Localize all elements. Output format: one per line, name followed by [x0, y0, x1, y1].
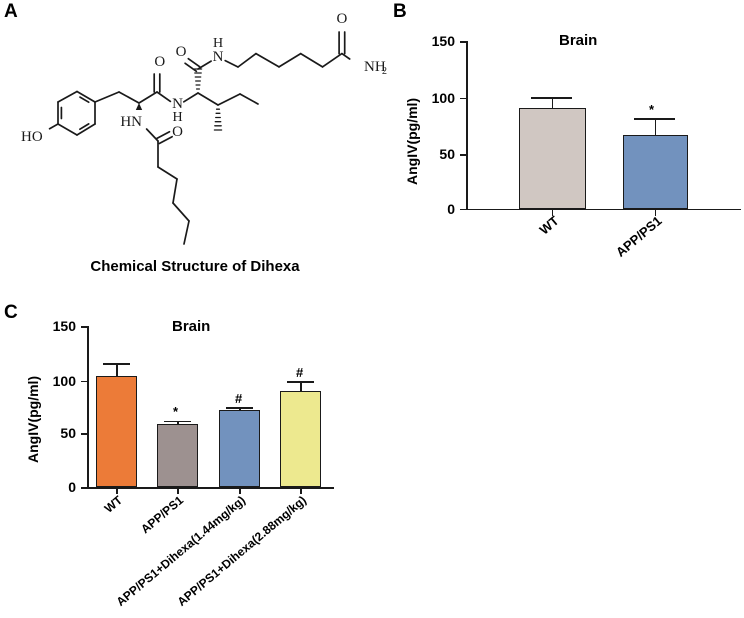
svg-text:O: O [172, 124, 183, 140]
svg-text:N: N [213, 49, 224, 65]
svg-text:H: H [213, 36, 223, 51]
svg-text:O: O [176, 44, 187, 60]
svg-text:2: 2 [382, 66, 387, 77]
svg-text:HO: HO [21, 129, 43, 145]
svg-text:O: O [154, 54, 165, 70]
svg-text:HN: HN [120, 114, 142, 130]
svg-text:H: H [173, 110, 183, 125]
svg-text:O: O [336, 11, 347, 27]
